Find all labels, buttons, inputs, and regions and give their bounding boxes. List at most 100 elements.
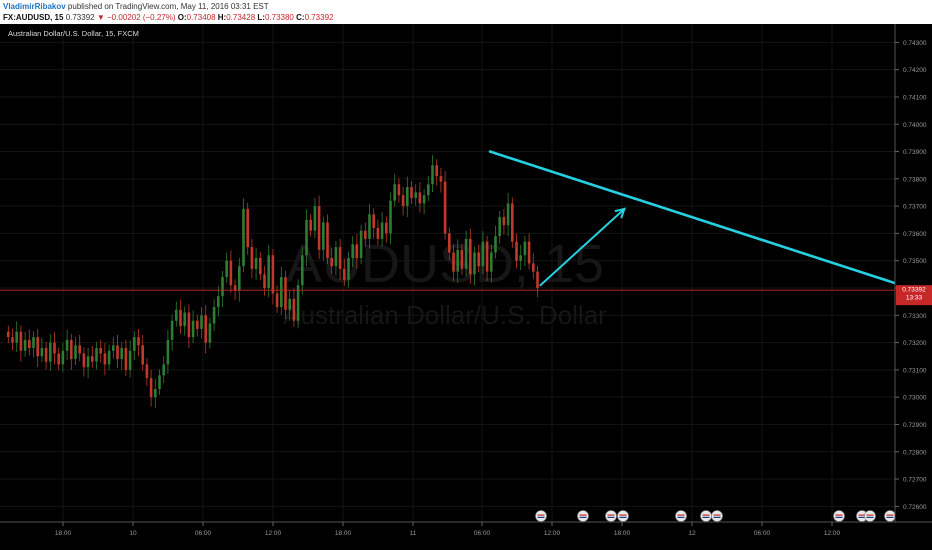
candle-body bbox=[233, 285, 237, 291]
plot-area[interactable] bbox=[0, 24, 895, 522]
candle-body bbox=[422, 195, 426, 204]
candle-body bbox=[95, 348, 98, 362]
flag-stripe bbox=[607, 514, 615, 516]
candle-body bbox=[212, 307, 216, 324]
candle-body bbox=[263, 274, 266, 289]
candle-body bbox=[296, 285, 300, 321]
watermark-description: Australian Dollar/U.S. Dollar bbox=[283, 300, 607, 330]
candle-body bbox=[338, 247, 342, 269]
time-tick-label: 18:00 bbox=[55, 530, 72, 537]
candle-body bbox=[124, 348, 128, 370]
candle-body bbox=[133, 337, 136, 351]
candle-body bbox=[208, 323, 212, 343]
candle-body bbox=[452, 252, 455, 272]
chart-title: Australian Dollar/U.S. Dollar, 15, FXCM bbox=[8, 29, 139, 38]
candle-body bbox=[523, 241, 527, 256]
flag-stripe bbox=[619, 514, 627, 516]
candle-body bbox=[410, 187, 413, 198]
candle-body bbox=[103, 353, 107, 365]
candle-body bbox=[57, 353, 60, 365]
candle-body bbox=[322, 222, 325, 250]
chart-container[interactable]: AUDUSD, 15 Australian Dollar/U.S. Dollar… bbox=[0, 24, 932, 550]
time-tick-label: 06:00 bbox=[754, 530, 771, 537]
economic-events[interactable] bbox=[535, 510, 896, 522]
candle-body bbox=[301, 255, 304, 286]
candle-body bbox=[112, 345, 115, 351]
candle-body bbox=[443, 181, 447, 234]
candle-body bbox=[200, 315, 203, 329]
flag-stripe bbox=[866, 514, 874, 516]
flag-stripe bbox=[835, 514, 843, 516]
candle-body bbox=[305, 219, 308, 256]
candle-body bbox=[359, 230, 363, 258]
candle-body bbox=[389, 200, 392, 234]
candle-body bbox=[74, 345, 77, 359]
candle-body bbox=[36, 337, 39, 357]
candle-body bbox=[217, 296, 220, 308]
candles bbox=[7, 154, 539, 409]
candle-body bbox=[86, 356, 90, 368]
flag-icon[interactable] bbox=[617, 510, 629, 522]
candle-body bbox=[448, 233, 451, 253]
price-tag-bg bbox=[896, 285, 932, 306]
candle-body bbox=[246, 208, 249, 248]
flag-stripe bbox=[677, 514, 685, 516]
price-chart[interactable]: AUDUSD, 15 Australian Dollar/U.S. Dollar… bbox=[0, 24, 932, 550]
candle-body bbox=[170, 320, 174, 340]
flag-stripe bbox=[702, 514, 710, 516]
flag-stripe bbox=[713, 516, 721, 518]
flag-stripe bbox=[713, 514, 721, 516]
candle-body bbox=[519, 255, 522, 261]
candle-body bbox=[7, 331, 10, 338]
price-tick-label: 0.73200 bbox=[903, 340, 927, 347]
flag-stripe bbox=[537, 516, 545, 518]
time-tick-label: 12:00 bbox=[265, 530, 282, 537]
candle-body bbox=[406, 187, 409, 207]
candle-body bbox=[191, 320, 195, 338]
candle-body bbox=[107, 350, 111, 365]
flag-icon[interactable] bbox=[605, 510, 617, 522]
candle-body bbox=[91, 356, 94, 362]
candle-body bbox=[23, 339, 27, 351]
arrow-head[interactable] bbox=[614, 207, 626, 219]
flag-icon[interactable] bbox=[884, 510, 896, 522]
flag-icon[interactable] bbox=[833, 510, 845, 522]
flag-icon[interactable] bbox=[700, 510, 712, 522]
price-tick-label: 0.73800 bbox=[903, 176, 927, 183]
candle-body bbox=[431, 165, 434, 185]
time-tick-label: 12:00 bbox=[824, 530, 841, 537]
down-arrow-icon: ▼ bbox=[96, 13, 105, 22]
candle-body bbox=[280, 277, 283, 308]
candle-body bbox=[372, 214, 375, 228]
candle-body bbox=[481, 241, 485, 267]
candle-body bbox=[427, 184, 430, 196]
flag-icon[interactable] bbox=[675, 510, 687, 522]
candle-body bbox=[11, 337, 14, 343]
candle-body bbox=[414, 192, 417, 198]
arrow-shaft[interactable] bbox=[539, 207, 626, 287]
candle-body bbox=[259, 257, 262, 275]
candle-body bbox=[229, 260, 233, 286]
flag-stripe bbox=[579, 514, 587, 516]
flag-stripe bbox=[866, 516, 874, 518]
candle-body bbox=[242, 208, 245, 267]
candle-body bbox=[275, 293, 279, 308]
time-tick-label: 18:00 bbox=[614, 530, 631, 537]
flag-icon[interactable] bbox=[577, 510, 589, 522]
flag-icon[interactable] bbox=[535, 510, 547, 522]
price-tag-value: 0.73392 bbox=[902, 287, 926, 294]
time-tick-label: 06:00 bbox=[474, 530, 491, 537]
time-axis[interactable] bbox=[0, 522, 895, 550]
candle-body bbox=[179, 309, 182, 327]
candle-body bbox=[506, 203, 510, 226]
price-change: −0.00202 (−0.27%) bbox=[107, 13, 176, 22]
flag-stripe bbox=[579, 516, 587, 518]
price-tick-label: 0.72900 bbox=[903, 422, 927, 429]
author-name[interactable]: VladimirRibakov bbox=[3, 2, 66, 11]
flag-icon[interactable] bbox=[711, 510, 723, 522]
flag-icon[interactable] bbox=[864, 510, 876, 522]
flag-stripe bbox=[886, 516, 894, 518]
candle-body bbox=[536, 271, 539, 289]
time-tick-label: 12 bbox=[688, 530, 696, 537]
candle-body bbox=[456, 249, 459, 272]
